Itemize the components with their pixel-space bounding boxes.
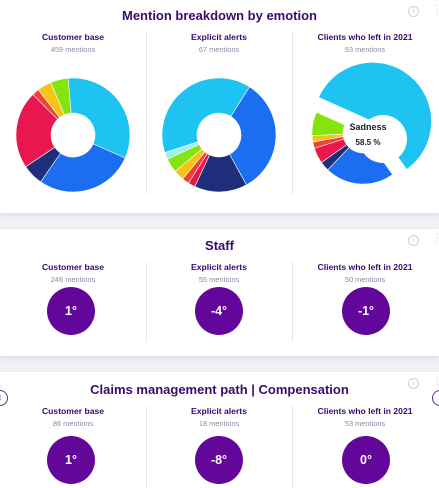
column-mentions: 18 mentions	[198, 419, 240, 428]
column-explicit-alerts: Explicit alerts 55 mentions	[146, 262, 292, 285]
tooltip-bubble	[359, 115, 407, 163]
tooltip-label: Sadness	[349, 122, 387, 132]
column-mentions: 55 mentions	[198, 275, 240, 284]
column-title: Clients who left in 2021	[317, 406, 413, 416]
score-badge-customer-base: 1°	[47, 436, 95, 484]
claims-compensation-card: Claims management path | Compensation i …	[0, 372, 439, 488]
column-divider	[146, 262, 147, 342]
donut-segment[interactable]	[161, 77, 250, 153]
column-mentions: 50 mentions	[344, 275, 386, 284]
card-title: Staff	[205, 238, 234, 253]
donut-segment[interactable]	[50, 77, 72, 116]
column-customer-base: Customer base 86 mentions	[0, 406, 146, 429]
column-title: Clients who left in 2021	[317, 32, 413, 42]
more-options-icon[interactable]: ⋮	[432, 4, 439, 15]
donut-segment[interactable]	[67, 77, 131, 159]
column-clients-left-2021: Clients who left in 2021 50 mentions	[292, 262, 438, 285]
column-divider	[292, 406, 293, 488]
info-icon[interactable]: i	[408, 235, 419, 246]
column-mentions: 86 mentions	[52, 419, 94, 428]
column-title: Customer base	[41, 32, 105, 42]
column-mentions: 246 mentions	[50, 275, 96, 284]
column-mentions: 53 mentions	[344, 419, 386, 428]
column-divider	[292, 32, 293, 194]
score-badge-explicit-alerts: -4°	[195, 287, 243, 335]
donut-chart-clients-left-2021[interactable]	[292, 0, 438, 213]
more-options-icon[interactable]: ⋮	[432, 376, 439, 387]
card-title: Claims management path | Compensation	[90, 382, 349, 397]
chart-tooltip: Sadness 58.5 %	[346, 122, 390, 147]
column-mentions: 67 mentions	[198, 45, 240, 54]
donut-segment[interactable]	[229, 86, 277, 186]
score-badge-explicit-alerts: -8°	[195, 436, 243, 484]
staff-card: Staff i ⋮ Customer base 246 mentions Exp…	[0, 229, 439, 356]
donut-chart-explicit-alerts[interactable]	[146, 0, 292, 213]
donut-segment[interactable]	[311, 111, 346, 136]
tooltip-value: 58.5 %	[355, 138, 381, 147]
column-customer-base: Customer base 246 mentions	[0, 262, 146, 285]
column-divider	[146, 32, 147, 194]
column-mentions: 53 mentions	[344, 45, 386, 54]
donut-segment[interactable]	[164, 141, 200, 160]
column-clients-left-2021: Clients who left in 2021 53 mentions	[292, 406, 438, 429]
info-icon[interactable]: i	[408, 6, 419, 17]
column-explicit-alerts: Explicit alerts 18 mentions	[146, 406, 292, 429]
score-badge-clients-left-2021: -1°	[342, 287, 390, 335]
card-title: Mention breakdown by emotion	[121, 8, 317, 23]
column-customer-base: Customer base 459 mentions	[0, 32, 146, 55]
info-icon[interactable]: i	[408, 378, 419, 389]
column-title: Clients who left in 2021	[317, 262, 413, 272]
donut-chart-customer-base[interactable]	[0, 0, 146, 213]
emotion-breakdown-card: Mention breakdown by emotion i ⋮ Custome…	[0, 0, 439, 213]
column-title: Explicit alerts	[191, 406, 247, 416]
score-badge-clients-left-2021: 0°	[342, 436, 390, 484]
column-explicit-alerts: Explicit alerts 67 mentions	[146, 32, 292, 55]
column-title: Customer base	[41, 406, 105, 416]
column-title: Explicit alerts	[191, 262, 247, 272]
score-badge-customer-base: 1°	[47, 287, 95, 335]
column-clients-left-2021: Clients who left in 2021 53 mentions	[292, 32, 438, 55]
column-mentions: 459 mentions	[50, 45, 96, 54]
donut-segment[interactable]	[40, 143, 126, 193]
donut-segment[interactable]	[15, 93, 58, 168]
column-divider	[146, 406, 147, 488]
column-divider	[292, 262, 293, 342]
column-title: Explicit alerts	[191, 32, 247, 42]
column-title: Customer base	[41, 262, 105, 272]
more-options-icon[interactable]: ⋮	[432, 233, 439, 244]
